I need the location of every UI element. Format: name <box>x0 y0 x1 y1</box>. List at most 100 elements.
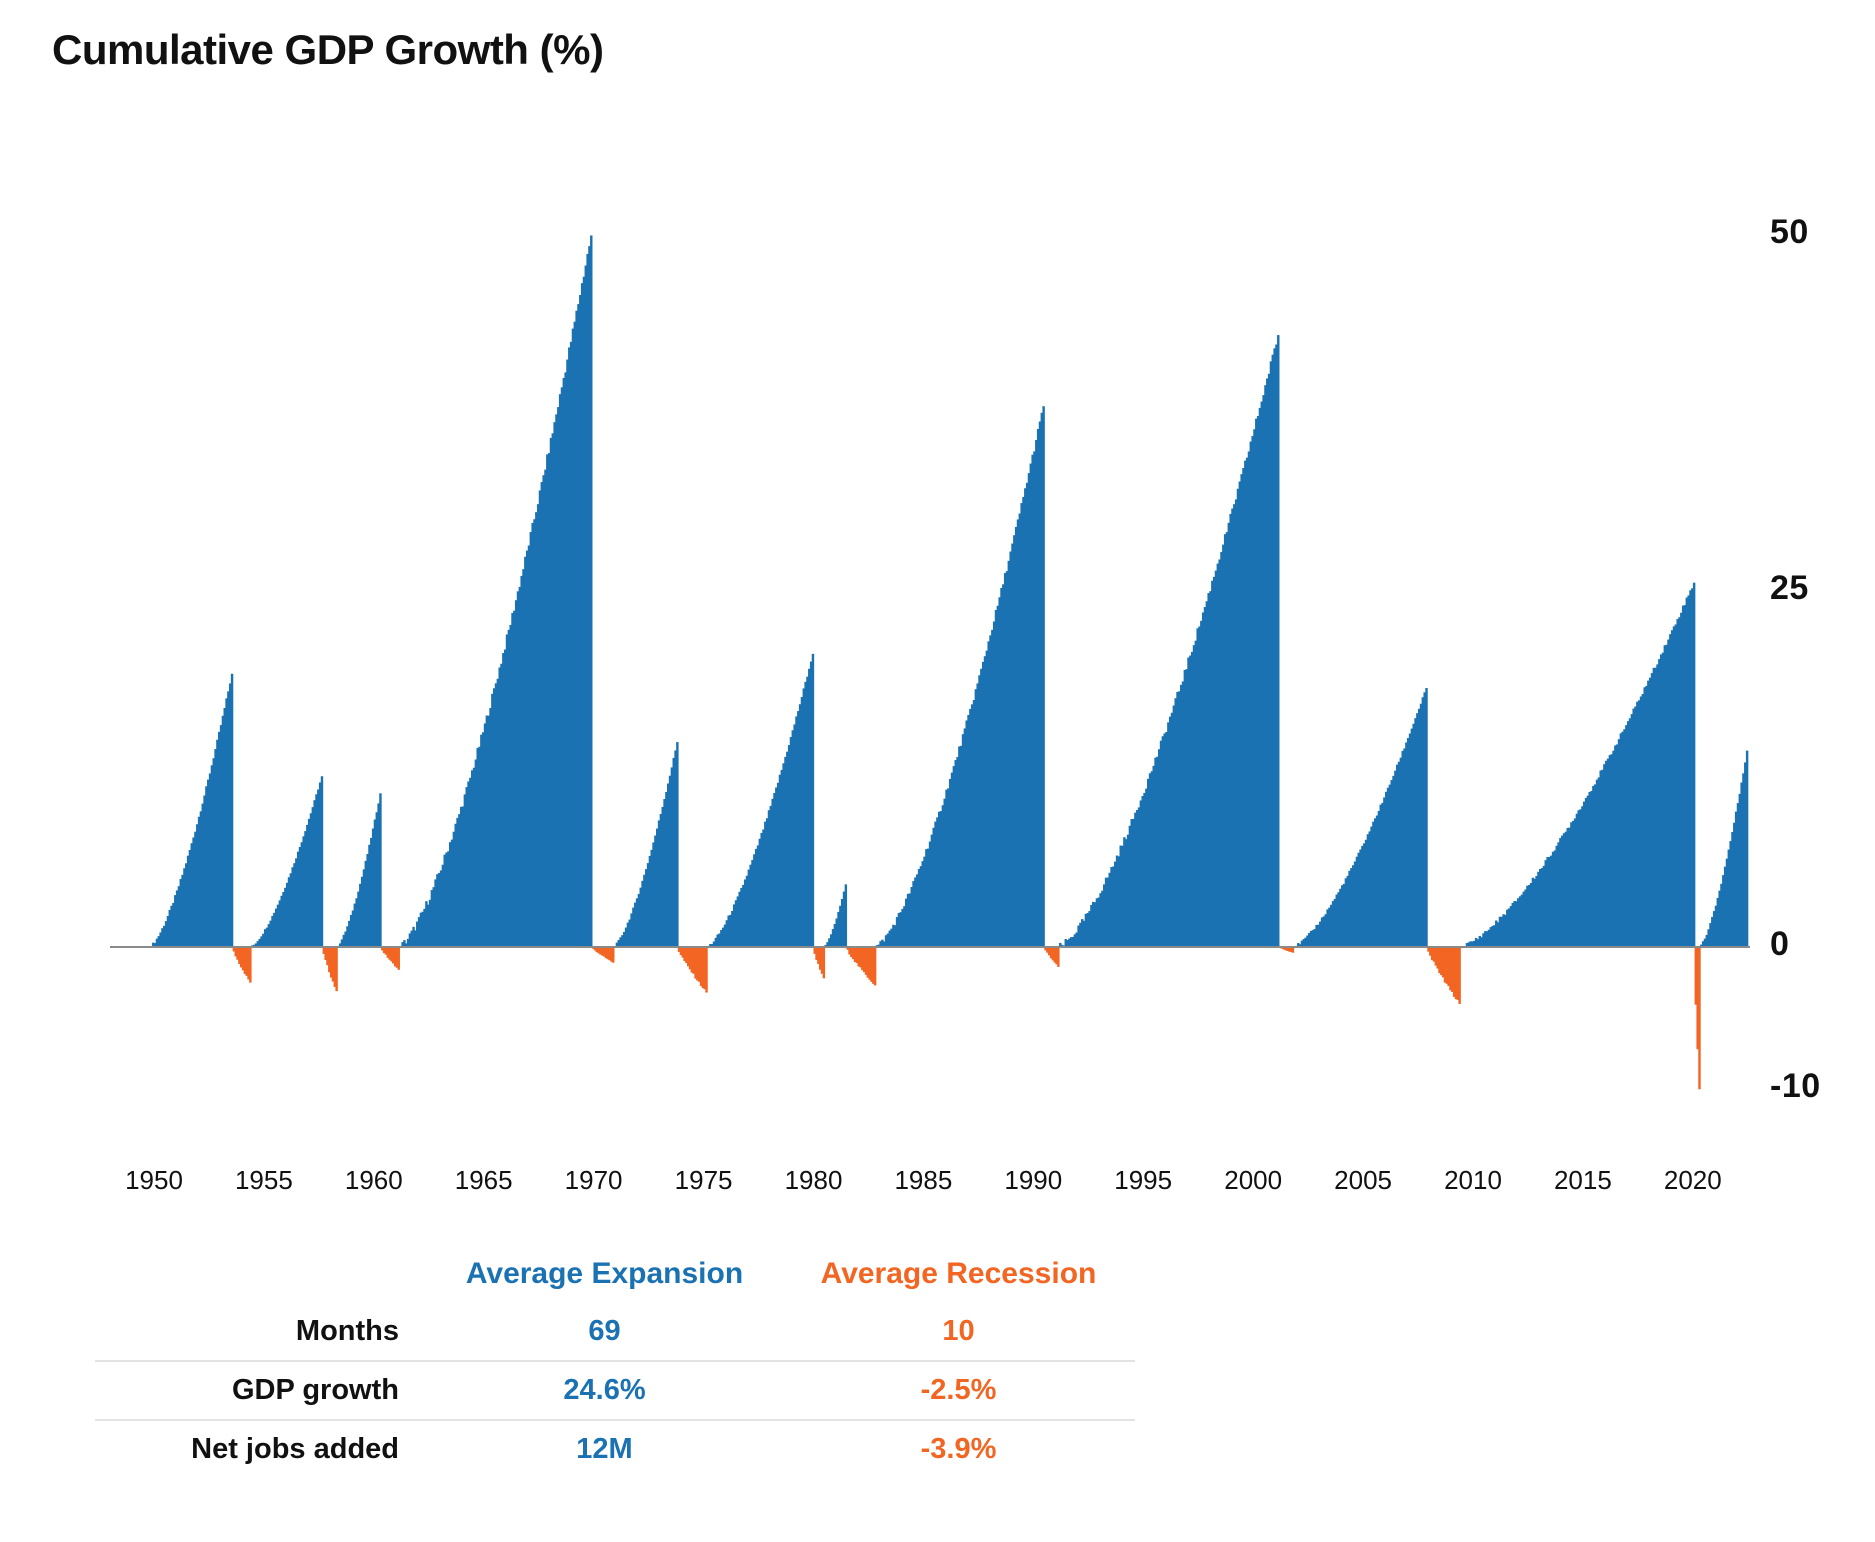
expansion-bar <box>753 854 756 947</box>
expansion-bar <box>626 922 630 947</box>
expansion-bar <box>1157 749 1161 947</box>
recession-bar <box>393 947 397 967</box>
expansion-bar <box>914 877 917 947</box>
recession-bar <box>1454 947 1458 1000</box>
expansion-bar <box>221 715 225 947</box>
expansion-bar <box>225 698 228 947</box>
expansion-bar <box>183 868 186 947</box>
expansion-bar <box>1178 691 1181 947</box>
stats-table-body: Months 69 10 GDP growth 24.6% -2.5% Net jobs a… <box>95 1303 1135 1478</box>
expansion-bar <box>844 884 848 947</box>
expansion-bar <box>274 908 278 947</box>
expansion-bar <box>1082 920 1086 947</box>
expansion-bar <box>1170 712 1174 947</box>
expansion-bar <box>1685 597 1689 947</box>
expansion-bar <box>1399 757 1403 947</box>
expansion-bar <box>1654 667 1657 947</box>
x-axis-tick-1985: 1985 <box>894 1165 953 1195</box>
expansion-bar <box>1134 812 1137 947</box>
expansion-bar <box>710 943 714 947</box>
recession-bar <box>701 947 705 989</box>
expansion-bar <box>260 936 263 947</box>
expansion-bar <box>716 934 719 947</box>
expansion-bar <box>884 935 888 947</box>
expansion-bar <box>487 715 490 947</box>
expansion-bar <box>1364 839 1368 947</box>
expansion-bar <box>617 940 620 947</box>
expansion-bar <box>1680 612 1683 947</box>
expansion-bar <box>1412 723 1415 947</box>
expansion-bar <box>1615 744 1619 947</box>
expansion-bar <box>1024 488 1027 947</box>
expansion-bar <box>1744 762 1747 947</box>
expansion-bar <box>1566 827 1569 947</box>
expansion-bar <box>427 904 430 947</box>
expansion-bar <box>1146 778 1150 947</box>
expansion-bar <box>1227 522 1231 947</box>
expansion-bar <box>1011 543 1014 947</box>
expansion-bar <box>342 934 346 947</box>
expansion-bar <box>1036 429 1040 947</box>
expansion-bar <box>436 874 439 947</box>
expansion-bar <box>1271 354 1274 947</box>
expansion-bar <box>756 845 760 947</box>
expansion-bar <box>546 454 549 947</box>
recession-bar <box>612 947 615 963</box>
row-label-gdp-growth: GDP growth <box>95 1360 427 1420</box>
recession-bar <box>395 947 399 968</box>
expansion-bar <box>881 939 884 947</box>
recession-bar <box>1051 947 1055 961</box>
expansion-bar <box>1408 733 1412 947</box>
recession-bar <box>1694 947 1698 1005</box>
expansion-bar <box>1716 897 1720 947</box>
expansion-bar <box>439 870 443 947</box>
expansion-bar <box>262 933 265 947</box>
expansion-bar <box>1595 779 1599 947</box>
expansion-bar <box>1588 792 1591 947</box>
expansion-bar <box>738 891 741 947</box>
expansion-bar <box>1720 883 1723 947</box>
expansion-bar <box>306 824 309 947</box>
expansion-bar <box>1192 645 1196 947</box>
expansion-bar <box>445 852 448 947</box>
x-axis-labels: 1950 1955 1960 1965 1970 1975 1980 1985 1990 1995… <box>110 1165 1750 1209</box>
expansion-bar <box>1275 344 1278 947</box>
expansion-bar <box>912 881 915 947</box>
expansion-bar <box>1707 929 1710 947</box>
expansion-bar <box>1577 810 1580 947</box>
expansion-bar <box>1027 473 1031 947</box>
expansion-bar <box>1561 835 1564 947</box>
expansion-bar <box>637 893 641 947</box>
expansion-bar <box>483 723 487 947</box>
expansion-bar <box>831 929 835 947</box>
recession-bar <box>1288 947 1291 952</box>
recession-bar <box>1449 947 1452 991</box>
expansion-bar <box>981 661 985 947</box>
recession-bar <box>1698 947 1701 1090</box>
expansion-bar <box>219 725 223 947</box>
expansion-bar <box>758 838 762 947</box>
cumulative-gdp-bars <box>110 235 1750 1090</box>
expansion-bar <box>1223 534 1227 947</box>
expansion-bar <box>1071 936 1075 947</box>
recession-bar <box>862 947 866 973</box>
expansion-bar <box>906 893 910 947</box>
expansion-bar <box>1579 809 1582 947</box>
expansion-bar <box>1189 655 1192 947</box>
expansion-bar <box>1419 703 1423 947</box>
expansion-bar <box>533 519 536 947</box>
x-axis-tick-1955: 1955 <box>234 1165 293 1195</box>
expansion-bar <box>252 944 256 947</box>
expansion-bar <box>1145 788 1148 947</box>
expansion-bar <box>1095 898 1099 947</box>
expansion-bar <box>839 905 842 947</box>
expansion-bar <box>1674 624 1678 947</box>
expansion-bar <box>175 890 179 947</box>
expansion-bar <box>1066 940 1069 947</box>
expansion-bar <box>659 814 663 947</box>
expansion-bar <box>1247 451 1251 947</box>
expansion-bar <box>227 691 230 947</box>
expansion-bar <box>401 942 404 947</box>
expansion-bar <box>153 943 157 947</box>
expansion-bar <box>1473 940 1476 947</box>
